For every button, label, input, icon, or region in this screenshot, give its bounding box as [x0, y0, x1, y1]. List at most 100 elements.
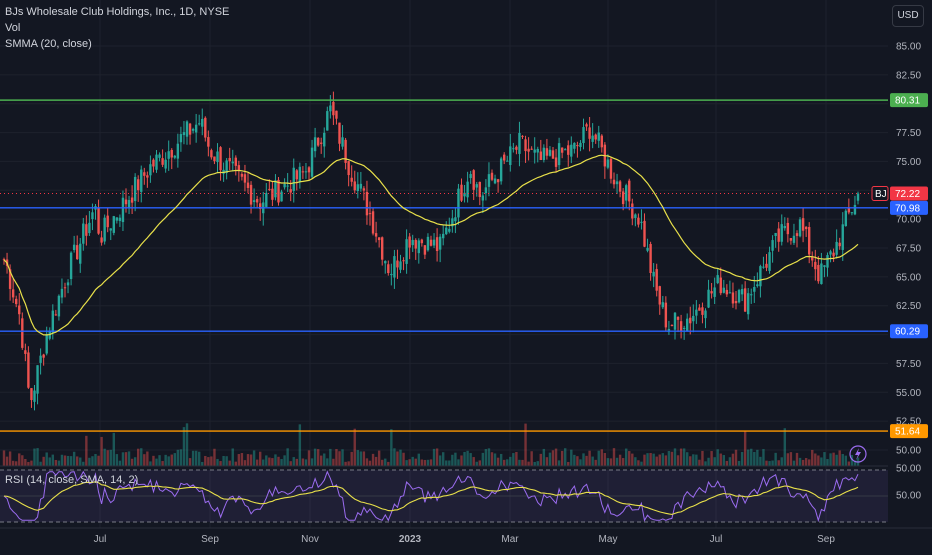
volume-bar [347, 461, 350, 466]
candle-body [768, 252, 771, 271]
candle-body [249, 184, 253, 205]
candle-body [609, 158, 613, 179]
time-tick-label: Nov [301, 534, 319, 545]
candle-body [612, 179, 616, 185]
candle-body [310, 147, 314, 177]
volume-bar [533, 461, 536, 466]
currency-button[interactable]: USD [892, 5, 924, 27]
candle-body [127, 200, 131, 208]
volume-bar [173, 453, 176, 466]
candle-body [329, 105, 332, 112]
volume-bar [274, 454, 277, 466]
candle-body [121, 197, 125, 223]
time-tick-label: Sep [201, 534, 219, 545]
volume-bar [286, 448, 289, 466]
time-tick-label: Sep [817, 534, 835, 545]
candle-body [445, 227, 448, 235]
candle-body [332, 101, 335, 116]
volume-bar [740, 451, 744, 466]
volume-bar [792, 460, 796, 466]
rsi-indicator-label[interactable]: RSI (14, close, SMA, 14, 2) [5, 474, 139, 486]
candle-body [313, 137, 317, 152]
candle-body [484, 187, 488, 194]
candle-body [411, 239, 414, 246]
price-tick-label: 75.00 [896, 157, 921, 168]
candle-body [8, 269, 12, 289]
candle-body [567, 145, 570, 155]
candle-body [295, 170, 298, 180]
candle-body [670, 325, 674, 327]
volume-bar [246, 454, 250, 466]
volume-bar [399, 449, 402, 466]
volume-bar [326, 458, 329, 466]
candle-body [167, 151, 170, 159]
volume-bar [307, 450, 311, 466]
candle-body [798, 219, 802, 237]
volume-bar [414, 458, 417, 466]
candle-body [194, 124, 198, 133]
smma-indicator-label[interactable]: SMMA (20, close) [5, 38, 92, 50]
candle-body [27, 352, 30, 388]
horizontal-levels[interactable] [0, 99, 888, 432]
candle-body [509, 146, 512, 165]
volume-bar [5, 456, 9, 466]
candle-body [368, 213, 372, 215]
volume-bar [625, 448, 628, 466]
candle-body [585, 124, 588, 127]
price-axis[interactable]: 85.0082.5080.0077.5075.0072.5070.0067.50… [849, 42, 928, 502]
candle-body [554, 157, 558, 167]
time-axis[interactable]: Jul Sep Nov 2023 Mar May Jul Sep [0, 527, 932, 545]
volume-bar [759, 456, 762, 466]
volume-bar [323, 453, 326, 466]
candle-body [176, 143, 180, 159]
volume-bar [591, 456, 594, 466]
candle-body [149, 164, 152, 176]
volume-bar [710, 451, 713, 466]
volume-bar [432, 448, 436, 466]
candle-body [655, 269, 658, 291]
candle-body [743, 288, 747, 312]
volume-bar [277, 456, 280, 466]
candle-body [188, 123, 192, 135]
candle-body [24, 350, 27, 354]
volume-bar [804, 458, 808, 466]
candle-body [780, 224, 783, 242]
candle-body [847, 207, 851, 213]
volume-bar [225, 456, 228, 466]
rsi-pane[interactable] [0, 465, 888, 523]
volume-bar [521, 459, 524, 466]
volume-bar [774, 452, 777, 466]
volume-bar [725, 460, 729, 466]
candle-body [115, 217, 119, 221]
candle-body [600, 135, 603, 148]
volume-bar [39, 461, 42, 466]
candle-body [664, 302, 668, 328]
volume-bar [713, 457, 716, 466]
candle-body [481, 195, 485, 201]
volume-bar [36, 448, 39, 466]
volume-bar [408, 459, 411, 466]
candle-body [762, 266, 765, 268]
candle-body [179, 134, 183, 143]
volume-bar [304, 459, 308, 466]
volume-bar [335, 449, 338, 466]
volume-bar [381, 459, 384, 466]
symbol-flag-label: BJ [875, 189, 887, 200]
candle-body [679, 321, 683, 332]
volume-bar [460, 455, 463, 466]
volume-bar [551, 450, 555, 466]
volume-bar [353, 428, 356, 466]
volume-bar [396, 451, 399, 466]
volume-bar [463, 451, 466, 466]
volume-bar [109, 449, 112, 466]
volume-indicator-label[interactable]: Vol [5, 22, 21, 34]
volume-bar [448, 460, 451, 466]
volume-bar [222, 455, 225, 466]
candle-body [835, 241, 838, 255]
volume-bar [579, 459, 582, 466]
candle-body [85, 224, 88, 236]
volume-bar [612, 448, 616, 466]
volume-bar [57, 460, 61, 466]
